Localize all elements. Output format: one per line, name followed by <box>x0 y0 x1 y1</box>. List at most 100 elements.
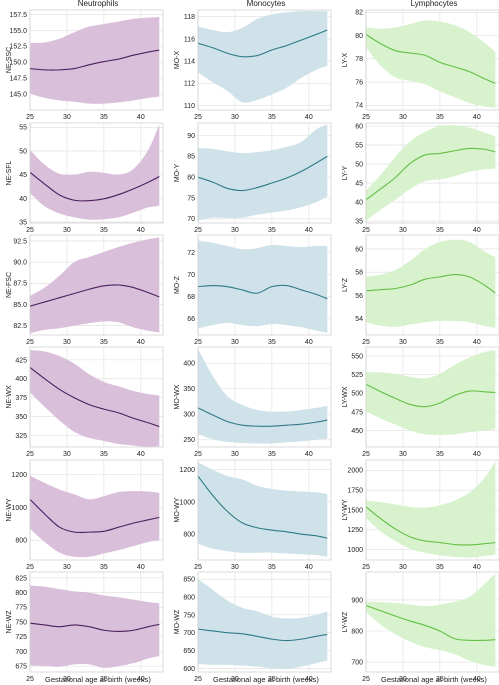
x-tick-label: 35 <box>436 339 444 346</box>
y-tick-label: 800 <box>183 532 195 539</box>
x-tick-label: 30 <box>231 676 239 683</box>
x-tick-label: 35 <box>436 451 444 458</box>
x-tick-label: 40 <box>473 451 481 458</box>
y-tick-label: 150.0 <box>9 60 27 67</box>
y-tick-label: 2000 <box>347 468 363 475</box>
y-axis-label-mo-y: MO-Y <box>174 164 181 183</box>
x-tick-label: 35 <box>268 451 276 458</box>
x-tick-label: 40 <box>137 564 145 571</box>
y-tick-label: 45 <box>355 180 363 187</box>
y-tick-label: 55 <box>19 125 27 132</box>
mean-line <box>29 367 160 428</box>
mean-line <box>365 273 496 294</box>
y-tick-label: 775 <box>15 605 27 612</box>
y-axis-label-ne-sfl: NE-SFL <box>6 160 13 185</box>
x-tick-label: 40 <box>473 227 481 234</box>
mean-line <box>197 475 328 539</box>
subplot-ly-x: 25 30 35 40 74 76 78 80 82 LY-X <box>342 9 499 121</box>
mean-line <box>197 407 328 427</box>
x-tick-label: 40 <box>473 114 481 121</box>
y-tick-label: 300 <box>183 411 195 418</box>
plot-frame <box>365 122 499 224</box>
subplot-ne-wy: 25 30 35 40 800 1000 1200 NE-WY <box>6 459 164 571</box>
x-tick-label: 30 <box>399 676 407 683</box>
x-tick-label: 40 <box>305 227 313 234</box>
subplot-ly-z: 25 30 35 40 54 56 58 60 LY-Z <box>342 234 499 346</box>
y-tick-label: 900 <box>351 597 363 604</box>
x-tick-label: 35 <box>268 676 276 683</box>
y-tick-label: 85 <box>187 154 195 161</box>
x-tick-label: 30 <box>231 564 239 571</box>
y-tick-label: 80 <box>187 175 195 182</box>
y-tick-label: 1000 <box>347 547 363 554</box>
y-tick-label: 40 <box>19 196 27 203</box>
mean-line <box>29 284 160 307</box>
y-tick-label: 700 <box>183 630 195 637</box>
y-tick-label: 350 <box>15 414 27 421</box>
x-tick-label: 35 <box>268 227 276 234</box>
confidence-band <box>30 585 160 668</box>
x-tick-label: 30 <box>63 676 71 683</box>
y-axis-label-mo-wy: MO-WY <box>174 497 181 522</box>
x-tick-label: 30 <box>231 227 239 234</box>
x-tick-label: 30 <box>63 339 71 346</box>
plot-frame <box>29 459 164 561</box>
y-tick-label: 825 <box>15 575 27 582</box>
y-tick-label: 66 <box>187 316 195 323</box>
y-tick-label: 50 <box>19 148 27 155</box>
y-axis-label-ne-wz: NE-WZ <box>6 610 13 634</box>
x-tick-label: 30 <box>399 451 407 458</box>
y-tick-label: 725 <box>15 634 27 641</box>
x-axis-label-monocytes: Gestational age at birth (weeks) <box>213 675 319 684</box>
y-tick-label: 157.5 <box>9 12 27 19</box>
x-tick-label: 35 <box>100 227 108 234</box>
mean-line <box>29 171 160 202</box>
y-axis-label-ly-wz: LY-WZ <box>342 611 349 632</box>
y-tick-label: 40 <box>355 199 363 206</box>
x-tick-label: 35 <box>436 227 444 234</box>
y-axis-label-mo-wx: MO-WX <box>174 384 181 409</box>
x-tick-label: 30 <box>231 114 239 121</box>
x-tick-label: 25 <box>362 676 370 683</box>
x-tick-label: 25 <box>26 564 34 571</box>
confidence-band <box>198 11 328 103</box>
y-tick-label: 600 <box>183 666 195 673</box>
confidence-band <box>198 124 328 221</box>
x-tick-label: 25 <box>362 339 370 346</box>
x-tick-label: 25 <box>194 227 202 234</box>
mean-line <box>29 49 160 71</box>
y-tick-label: 450 <box>351 428 363 435</box>
y-axis-label-ne-ssc: NE-SSC <box>6 47 13 73</box>
x-tick-label: 30 <box>63 564 71 571</box>
y-tick-label: 1200 <box>179 467 195 474</box>
x-axis-label-neutrophils: Gestational age at birth (weeks) <box>45 675 151 684</box>
confidence-band <box>198 349 328 444</box>
mean-line <box>365 33 496 84</box>
y-tick-label: 350 <box>183 386 195 393</box>
x-tick-label: 25 <box>26 676 34 683</box>
subplot-ne-wx: 25 30 35 40 325 350 375 400 425 NE-WX <box>6 346 164 458</box>
x-tick-label: 25 <box>194 676 202 683</box>
subplot-mo-z: 25 30 35 40 66 68 70 72 MO-Z <box>174 234 332 346</box>
y-axis-label-ly-x: LY-X <box>342 52 349 67</box>
x-tick-label: 35 <box>268 114 276 121</box>
x-tick-label: 25 <box>362 227 370 234</box>
plot-frame <box>197 234 332 336</box>
y-tick-label: 525 <box>351 372 363 379</box>
x-tick-label: 25 <box>26 227 34 234</box>
y-tick-label: 500 <box>351 391 363 398</box>
y-tick-label: 58 <box>355 270 363 277</box>
subplot-ne-fsc: 25 30 35 40 82.5 85.0 87.5 90.0 92.5 NE-FSC <box>6 234 164 346</box>
y-tick-label: 90 <box>187 133 195 140</box>
x-tick-label: 35 <box>436 114 444 121</box>
y-tick-label: 147.5 <box>9 76 27 83</box>
y-tick-label: 60 <box>355 123 363 130</box>
confidence-band <box>366 125 496 221</box>
x-tick-label: 25 <box>26 339 34 346</box>
subplot-mo-wy: 25 30 35 40 800 1000 1200 MO-WY <box>174 459 332 571</box>
y-axis-label-ly-wx: LY-WX <box>342 386 349 407</box>
x-tick-label: 30 <box>399 227 407 234</box>
y-axis-label-mo-wz: MO-WZ <box>174 609 181 634</box>
y-tick-label: 675 <box>15 664 27 671</box>
